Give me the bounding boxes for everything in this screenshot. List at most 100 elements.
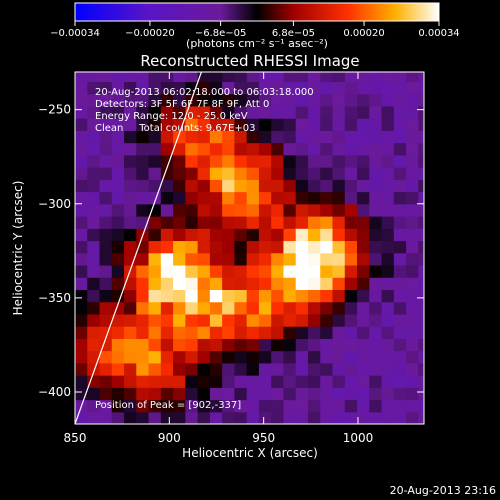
heatmap-cell bbox=[75, 252, 88, 266]
heatmap-cell bbox=[173, 264, 186, 278]
heatmap-cell bbox=[99, 93, 113, 107]
x-tick-label: 900 bbox=[158, 431, 181, 445]
heatmap-cell bbox=[75, 105, 88, 119]
heatmap-cell bbox=[381, 154, 395, 168]
heatmap-cell bbox=[344, 118, 358, 131]
heatmap-cell bbox=[197, 338, 211, 352]
heatmap-cell bbox=[381, 399, 395, 413]
heatmap-cell bbox=[393, 154, 407, 168]
heatmap-cell bbox=[418, 399, 424, 413]
heatmap-cell bbox=[258, 289, 272, 303]
heatmap-cell bbox=[332, 240, 346, 254]
heatmap-cell bbox=[381, 301, 395, 315]
heatmap-cell bbox=[381, 252, 395, 266]
heatmap-cell bbox=[124, 191, 137, 205]
heatmap-cell bbox=[320, 203, 334, 217]
heatmap-cell bbox=[406, 301, 419, 315]
heatmap-cell bbox=[406, 142, 419, 156]
heatmap-cell bbox=[307, 399, 321, 413]
heatmap-cell bbox=[295, 399, 309, 413]
heatmap-cell bbox=[406, 252, 419, 266]
heatmap-cell bbox=[246, 167, 260, 180]
heatmap-cell bbox=[222, 93, 236, 107]
heatmap-cell bbox=[87, 203, 101, 217]
heatmap-cell bbox=[99, 203, 113, 217]
heatmap-cell bbox=[160, 338, 174, 352]
heatmap-cell bbox=[148, 167, 162, 180]
heatmap-cell bbox=[222, 338, 236, 352]
heatmap-cell bbox=[124, 93, 137, 107]
heatmap-cell bbox=[111, 289, 125, 303]
heatmap-cell bbox=[246, 362, 260, 376]
heatmap-cell bbox=[222, 142, 236, 156]
heatmap-cell bbox=[283, 154, 297, 168]
heatmap-cell bbox=[197, 228, 211, 242]
heatmap-cell bbox=[209, 264, 223, 278]
heatmap-cell bbox=[160, 350, 174, 364]
heatmap-cell bbox=[332, 289, 346, 303]
heatmap-cell bbox=[307, 350, 321, 364]
heatmap-cell bbox=[87, 362, 101, 376]
heatmap-cell bbox=[271, 72, 285, 83]
heatmap-cell bbox=[99, 277, 113, 291]
heatmap-cell bbox=[258, 387, 272, 401]
heatmap-cell bbox=[332, 362, 346, 376]
heatmap-cell bbox=[197, 411, 211, 424]
heatmap-cell bbox=[111, 228, 125, 242]
heatmap-cell bbox=[136, 130, 150, 144]
heatmap-cell bbox=[381, 350, 395, 364]
heatmap-cell bbox=[87, 179, 101, 193]
heatmap-cell bbox=[283, 240, 297, 254]
heatmap-cell bbox=[99, 118, 113, 131]
heatmap-cell bbox=[393, 167, 407, 180]
heatmap-cell bbox=[369, 362, 383, 376]
heatmap-cell bbox=[393, 93, 407, 107]
heatmap-cell bbox=[222, 375, 236, 388]
heatmap-cell bbox=[160, 179, 174, 193]
heatmap-cell bbox=[307, 240, 321, 254]
heatmap-cell bbox=[87, 375, 101, 388]
heatmap-cell bbox=[209, 72, 223, 83]
heatmap-cell bbox=[111, 216, 125, 229]
heatmap-cell bbox=[381, 228, 395, 242]
heatmap-cell bbox=[283, 203, 297, 217]
heatmap-cell bbox=[160, 399, 174, 413]
heatmap-cell bbox=[246, 399, 260, 413]
heatmap-cell bbox=[222, 191, 236, 205]
heatmap-cell bbox=[258, 350, 272, 364]
heatmap-cell bbox=[357, 252, 370, 266]
heatmap-cell bbox=[344, 228, 358, 242]
heatmap-cell bbox=[406, 362, 419, 376]
heatmap-cell bbox=[357, 105, 370, 119]
heatmap-cell bbox=[136, 350, 150, 364]
heatmap-cell bbox=[173, 81, 186, 95]
heatmap-cell bbox=[124, 216, 137, 229]
heatmap-cell bbox=[271, 301, 285, 315]
heatmap-cell bbox=[197, 130, 211, 144]
heatmap-cell bbox=[209, 105, 223, 119]
heatmap-cell bbox=[344, 411, 358, 424]
heatmap-cell bbox=[332, 203, 346, 217]
heatmap-cell bbox=[307, 93, 321, 107]
heatmap-cell bbox=[393, 142, 407, 156]
heatmap-cell bbox=[332, 264, 346, 278]
heatmap-cell bbox=[234, 277, 248, 291]
heatmap-cell bbox=[381, 375, 395, 388]
heatmap-cell bbox=[295, 338, 309, 352]
heatmap-cell bbox=[160, 289, 174, 303]
heatmap-cell bbox=[197, 313, 211, 327]
heatmap-cell bbox=[307, 387, 321, 401]
heatmap-cell bbox=[307, 216, 321, 229]
heatmap-cell bbox=[234, 191, 248, 205]
heatmap-cell bbox=[320, 81, 334, 95]
heatmap-cell bbox=[283, 167, 297, 180]
heatmap-cell bbox=[160, 81, 174, 95]
heatmap-cell bbox=[332, 387, 346, 401]
heatmap-cell bbox=[393, 179, 407, 193]
heatmap-cell bbox=[197, 216, 211, 229]
heatmap-cell bbox=[99, 228, 113, 242]
heatmap-cell bbox=[173, 313, 186, 327]
heatmap-cell bbox=[393, 228, 407, 242]
heatmap-cell bbox=[222, 399, 236, 413]
